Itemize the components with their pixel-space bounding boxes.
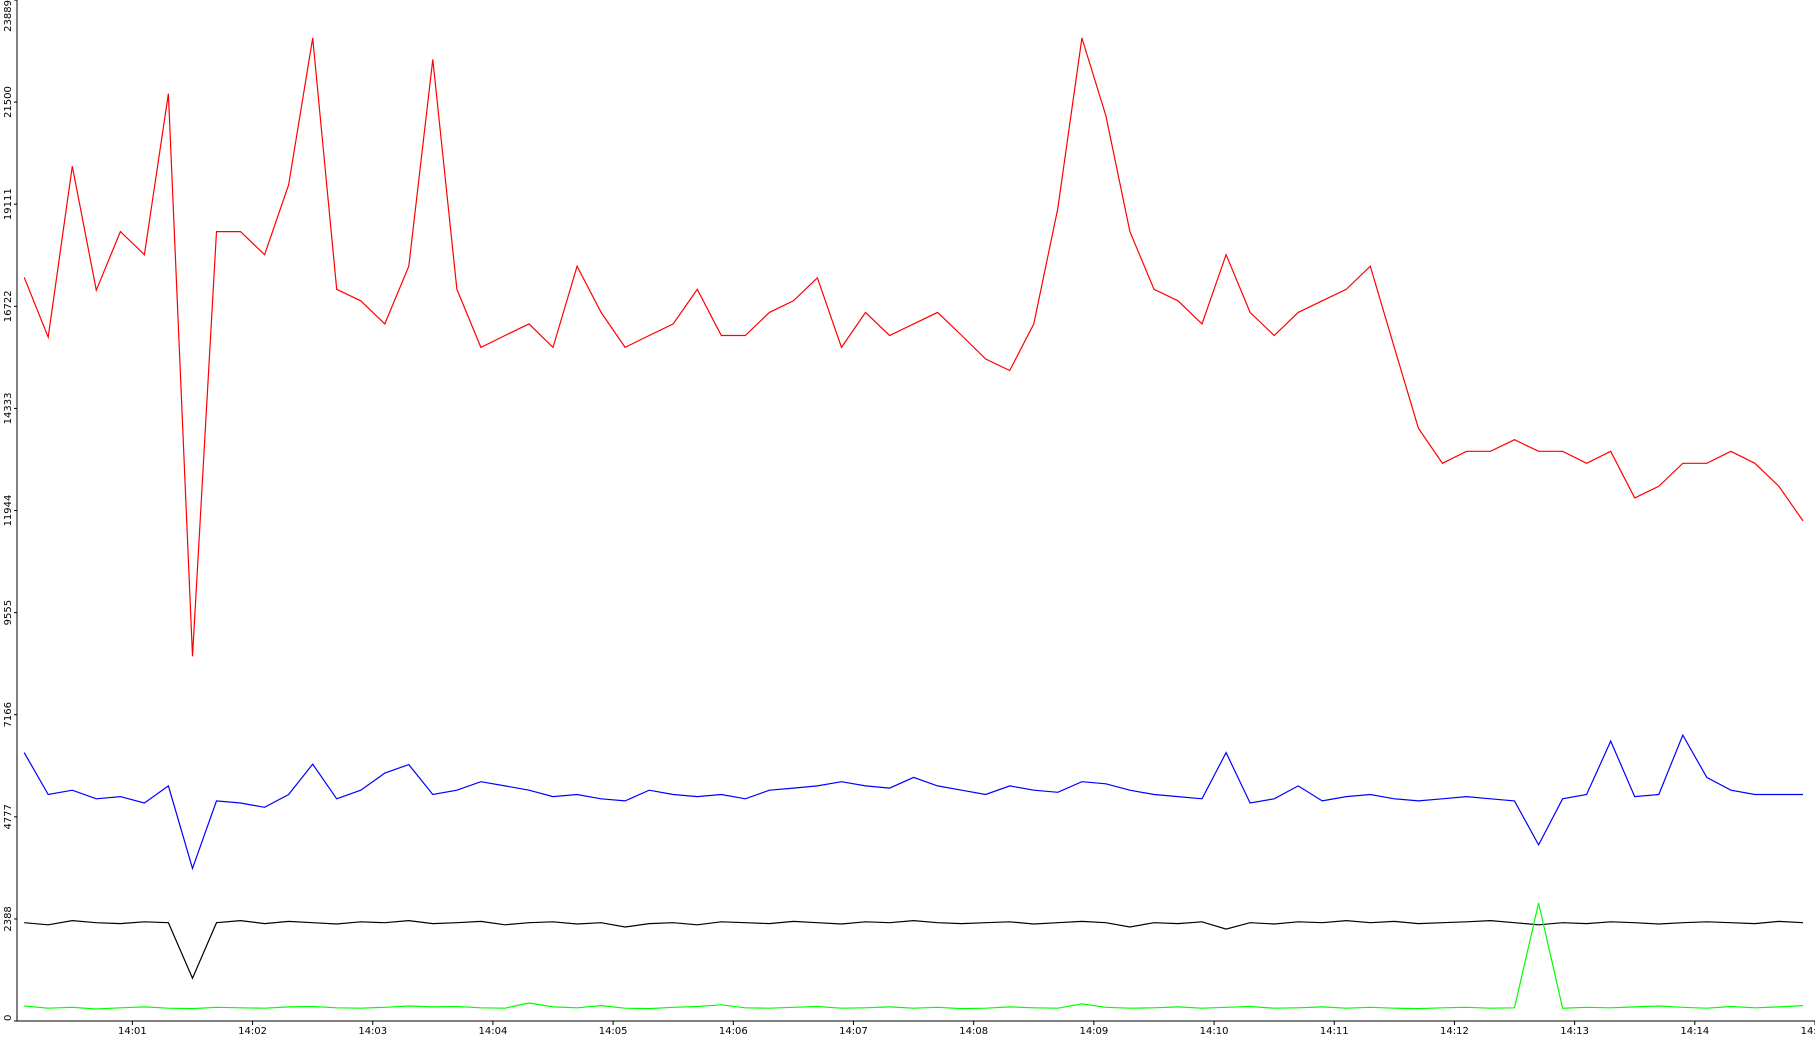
y-tick-label: 7166 bbox=[3, 702, 14, 727]
series-line bbox=[24, 902, 1804, 1010]
x-tick-label: 14:09 bbox=[1079, 1026, 1108, 1037]
y-tick-label: 23889 bbox=[3, 0, 14, 32]
y-tick-label: 14333 bbox=[3, 393, 14, 425]
x-tick-label: 14:06 bbox=[719, 1026, 748, 1037]
x-tick-label: 14:04 bbox=[479, 1026, 508, 1037]
series-line bbox=[23, 733, 1803, 871]
x-tick-label: 14:11 bbox=[1320, 1026, 1349, 1037]
y-tick-label: 2388 bbox=[3, 906, 14, 931]
y-tick-label: 21500 bbox=[3, 86, 14, 118]
y-tick-label: 4777 bbox=[3, 804, 14, 829]
x-tick-label: 14:01 bbox=[118, 1026, 147, 1037]
x-tick-label: 14:08 bbox=[959, 1026, 988, 1037]
x-tick-label: 14:13 bbox=[1560, 1026, 1589, 1037]
x-tick-label: 14:02 bbox=[238, 1026, 267, 1037]
y-tick-label: 11944 bbox=[3, 495, 14, 527]
x-tick-label: 14:14 bbox=[1680, 1026, 1709, 1037]
series-line bbox=[24, 919, 1804, 980]
x-tick-label: 14:05 bbox=[599, 1026, 628, 1037]
x-tick-label: 14:03 bbox=[358, 1026, 387, 1037]
x-tick-label: 14:07 bbox=[839, 1026, 868, 1037]
y-tick-label: 16722 bbox=[3, 290, 14, 322]
y-tick-label: 0 bbox=[3, 1015, 14, 1021]
y-tick-label: 9555 bbox=[3, 600, 14, 625]
x-tick-label: 14:15 bbox=[1801, 1026, 1815, 1037]
series-line bbox=[23, 37, 1804, 657]
y-tick-label: 19111 bbox=[3, 188, 14, 220]
x-tick-label: 14:10 bbox=[1200, 1026, 1229, 1037]
x-tick-label: 14:12 bbox=[1440, 1026, 1469, 1037]
